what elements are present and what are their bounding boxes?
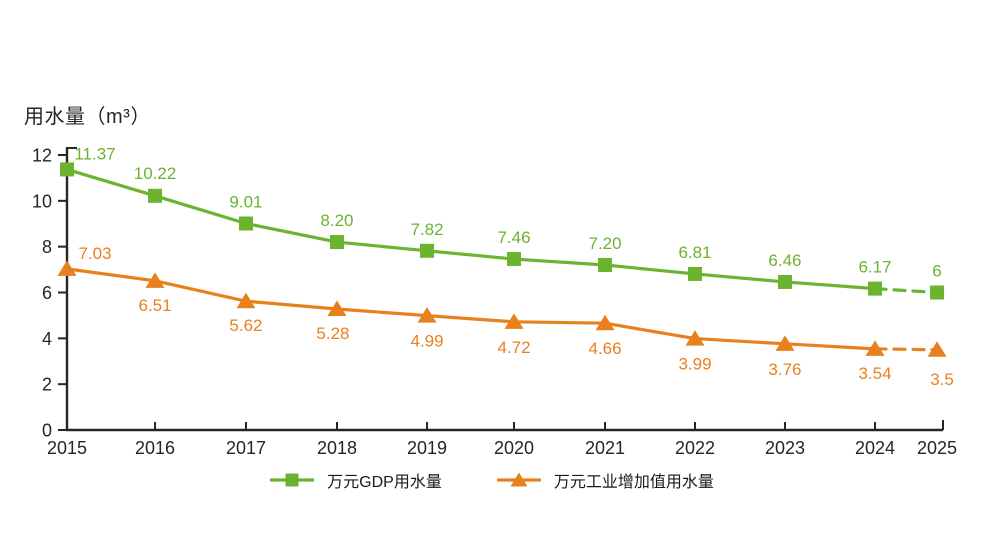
data-point-label: 11.37 [74, 144, 115, 163]
y-tick-label: 4 [42, 329, 52, 349]
series-1-line [65, 267, 877, 351]
data-point-marker-square [930, 285, 945, 300]
data-point-marker-square [777, 274, 792, 289]
y-tick-label: 12 [32, 146, 52, 166]
data-point-marker-triangle [327, 300, 347, 316]
x-tick-label: 2019 [407, 438, 447, 458]
y-tick-label: 0 [42, 421, 52, 441]
x-tick-label: 2020 [494, 438, 534, 458]
data-point-marker-square [60, 162, 74, 177]
data-point-marker-square [598, 258, 613, 272]
legend-item: 万元GDP用水量 [269, 468, 442, 492]
data-point-marker-triangle [236, 292, 256, 309]
data-point-label: 4.72 [497, 338, 530, 357]
legend: 万元GDP用水量 万元工业增加值用水量 [0, 468, 983, 492]
x-tick-label: 2022 [675, 438, 715, 458]
x-tick-label: 2021 [585, 438, 625, 458]
x-tick-label: 2025 [917, 438, 957, 458]
data-point-marker-triangle [865, 340, 885, 356]
y-tick-label: 6 [42, 283, 52, 303]
data-point-label: 6 [932, 262, 941, 281]
series-0-line [65, 167, 877, 291]
y-tick-label: 8 [42, 237, 52, 257]
data-point-label: 3.76 [768, 360, 801, 379]
data-point-marker-square [329, 235, 344, 250]
data-point-label: 5.28 [316, 324, 349, 343]
y-axis-title: 用水量（m³） [24, 106, 151, 128]
legend-label: 万元GDP用水量 [327, 474, 442, 491]
legend-marker-triangle-icon [496, 472, 541, 487]
y-tick-label: 2 [42, 375, 52, 395]
data-point-label: 3.54 [858, 364, 891, 383]
data-point-label: 10.22 [134, 164, 177, 183]
x-tick-label: 2024 [855, 438, 895, 458]
data-point-marker-square [688, 266, 703, 281]
legend-marker-square-icon [270, 473, 315, 487]
x-tick-label: 2018 [317, 438, 357, 458]
data-point-label: 8.20 [320, 211, 353, 230]
data-point-marker-square [148, 188, 163, 203]
x-tick-label: 2023 [765, 438, 805, 458]
data-point-label: 7.82 [410, 220, 443, 239]
data-point-label: 7.46 [497, 228, 530, 247]
data-point-label: 4.66 [588, 339, 621, 358]
data-point-marker-triangle [927, 341, 947, 357]
series-1-forecast-dashed-segment [873, 347, 939, 352]
data-point-marker-square [868, 281, 883, 296]
data-point-marker-triangle [145, 272, 165, 288]
data-point-marker-triangle [685, 330, 705, 346]
data-point-label: 6.51 [138, 296, 171, 315]
data-point-marker-triangle [504, 313, 524, 329]
data-point-label: 3.99 [678, 355, 711, 374]
x-tick-label: 2015 [47, 438, 87, 458]
series-0-forecast-dashed-segment [873, 287, 939, 295]
data-point-marker-triangle [57, 260, 77, 276]
x-tick-label: 2016 [135, 438, 175, 458]
data-point-marker-triangle [595, 314, 615, 331]
legend-label: 万元工业增加值用水量 [553, 474, 714, 491]
data-point-label: 3.5 [930, 370, 954, 389]
data-point-label: 6.17 [858, 258, 891, 277]
data-point-label: 4.99 [410, 332, 443, 351]
data-point-marker-square [507, 252, 522, 267]
data-point-label: 9.01 [229, 193, 262, 212]
data-point-marker-triangle [775, 335, 795, 351]
legend-item: 万元工业增加值用水量 [496, 468, 714, 492]
x-tick-label: 2017 [226, 438, 266, 458]
data-point-label: 7.20 [588, 234, 621, 253]
data-point-label: 7.03 [78, 244, 111, 263]
data-point-label: 6.46 [768, 251, 801, 270]
y-tick-label: 10 [32, 191, 52, 211]
data-point-marker-square [420, 243, 435, 258]
data-point-marker-triangle [417, 307, 437, 323]
data-point-marker-square [238, 216, 253, 231]
data-point-label: 6.81 [678, 243, 711, 262]
data-point-label: 5.62 [229, 316, 262, 335]
